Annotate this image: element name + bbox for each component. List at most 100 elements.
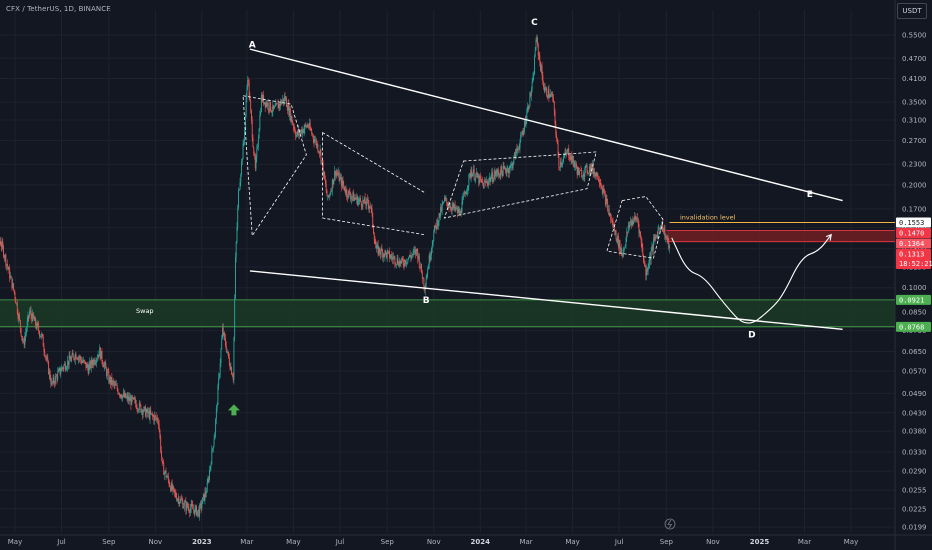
candle-body xyxy=(470,171,472,178)
candle-body xyxy=(169,485,171,487)
candle-body xyxy=(315,139,316,141)
candle-body xyxy=(271,111,273,113)
candle-body xyxy=(209,469,210,480)
candle-body xyxy=(445,198,447,200)
candle-body xyxy=(283,96,285,103)
candle-body xyxy=(135,399,136,404)
candle-body xyxy=(408,254,410,258)
x-axis[interactable]: May Jul Sep Nov 2023 Mar May Jul Sep Nov 2024 Mar Ma… xyxy=(8,518,858,546)
candle-body xyxy=(421,272,423,279)
candle-body xyxy=(30,310,32,316)
candle-body xyxy=(45,356,46,357)
candle-body xyxy=(342,180,344,185)
candle-body xyxy=(2,241,4,247)
candle-body xyxy=(288,104,290,116)
candle-body xyxy=(199,503,201,505)
candle-body xyxy=(87,364,88,368)
candle-body xyxy=(4,255,6,258)
candle-body xyxy=(21,335,23,338)
candle-body xyxy=(482,182,484,189)
candle-body xyxy=(595,172,597,177)
candle-body xyxy=(172,486,174,490)
y-axis[interactable]: 0.5500 0.4700 0.4100 0.3500 0.3100 0.2700 0.23… xyxy=(902,32,927,532)
candle-body xyxy=(24,336,26,345)
interval-label[interactable]: 1D xyxy=(63,5,74,13)
candle-body xyxy=(640,236,642,244)
candle-body xyxy=(210,464,212,467)
candle-body xyxy=(646,269,648,272)
candle-body xyxy=(170,486,172,491)
candle-body xyxy=(597,173,599,180)
candle-body xyxy=(535,39,537,50)
candle-body xyxy=(296,135,297,137)
candle-body xyxy=(381,248,383,251)
candle-body xyxy=(121,397,123,399)
candle-body xyxy=(559,161,561,168)
price-tag xyxy=(896,321,931,332)
candle-body xyxy=(601,187,603,194)
candle-body xyxy=(159,430,161,438)
candle-body xyxy=(7,266,9,270)
candle-body xyxy=(488,180,490,185)
candle-body xyxy=(200,503,202,508)
unit-button[interactable]: USDT xyxy=(897,3,927,19)
candle-body xyxy=(426,275,428,280)
candle-body xyxy=(43,346,45,352)
candle-body xyxy=(266,102,268,107)
candle-body xyxy=(80,359,82,363)
candle-body xyxy=(276,103,278,105)
candle-body xyxy=(495,171,496,176)
candle-body xyxy=(70,359,72,362)
resistance-zone xyxy=(666,230,895,242)
candle-body xyxy=(462,197,464,202)
candle-body xyxy=(571,155,573,163)
candle-body xyxy=(165,470,167,478)
candle-body xyxy=(482,181,484,183)
candle-body xyxy=(259,114,261,130)
y-tick-label: 0.0199 xyxy=(902,524,927,532)
candle-body xyxy=(620,247,622,254)
candle-body xyxy=(82,361,84,363)
candle-body xyxy=(148,411,150,419)
candle-body xyxy=(483,181,485,189)
candle-body xyxy=(362,199,364,207)
candle-body xyxy=(612,221,614,228)
candle-body xyxy=(65,369,67,370)
symbol-name[interactable]: CFX / TetherUS xyxy=(6,5,60,13)
candle-body xyxy=(593,171,595,174)
candle-body xyxy=(195,505,197,508)
candle-body xyxy=(22,337,24,341)
candle-body xyxy=(546,87,548,96)
candle-body xyxy=(630,220,632,226)
exchange-label: BINANCE xyxy=(78,5,111,13)
candle-body xyxy=(570,155,572,161)
candle-body xyxy=(501,171,503,177)
candle-body xyxy=(106,368,107,377)
candle-body xyxy=(283,98,284,103)
candle-body xyxy=(352,192,354,197)
candle-body xyxy=(308,126,310,128)
candle-body xyxy=(455,208,457,210)
candle-body xyxy=(326,190,328,197)
candle-body xyxy=(216,405,218,408)
candle-body xyxy=(33,317,35,321)
candle-body xyxy=(211,449,213,465)
candle-body xyxy=(80,356,82,360)
candle-body xyxy=(382,253,384,258)
candle-body xyxy=(566,150,568,154)
candle-body xyxy=(394,256,396,264)
candle-body xyxy=(194,507,196,515)
candle-body xyxy=(277,103,279,109)
x-tick-label: Mar xyxy=(519,538,532,546)
candle-body xyxy=(316,144,318,146)
candle-body xyxy=(624,247,625,249)
candle-body xyxy=(415,248,417,255)
candle-body xyxy=(107,371,109,373)
candle-body xyxy=(626,231,628,239)
candle-body xyxy=(405,260,406,265)
candle-body xyxy=(637,218,639,224)
candle-body xyxy=(204,491,206,501)
candle-body xyxy=(347,190,349,198)
candle-body xyxy=(25,329,27,333)
